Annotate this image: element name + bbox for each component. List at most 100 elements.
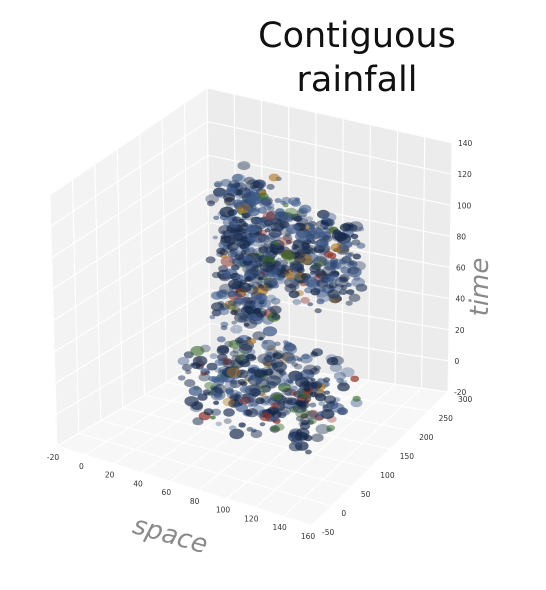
z-axis-ticks: -20 0 20 40 60 80 100 120 140 bbox=[454, 139, 473, 397]
scatter-point bbox=[305, 410, 318, 420]
scatter-point bbox=[321, 219, 329, 225]
scatter-point bbox=[211, 291, 223, 300]
scatter-point bbox=[220, 325, 228, 331]
scatter-point bbox=[303, 276, 318, 287]
scatter-point bbox=[232, 233, 244, 242]
scatter-point bbox=[274, 198, 282, 204]
scatter-point bbox=[231, 320, 238, 325]
scatter-point bbox=[270, 279, 278, 284]
z-tick-label: 80 bbox=[457, 232, 467, 241]
scatter-point bbox=[288, 389, 298, 396]
scatter-point bbox=[270, 402, 280, 409]
scatter-point bbox=[300, 297, 310, 304]
scatter-point bbox=[307, 409, 319, 418]
scatter-point bbox=[294, 251, 305, 259]
scatter-point bbox=[251, 392, 259, 398]
scatter-point bbox=[258, 336, 264, 341]
scatter-point bbox=[188, 402, 195, 407]
scatter-point bbox=[247, 282, 254, 288]
scatter-point bbox=[214, 182, 222, 188]
scatter-point bbox=[219, 303, 230, 310]
scatter-point bbox=[260, 385, 272, 393]
scatter-point bbox=[285, 356, 297, 364]
scatter-point bbox=[225, 230, 232, 236]
scatter-point bbox=[303, 386, 311, 392]
scatter-point bbox=[284, 232, 292, 238]
scatter-point bbox=[249, 400, 259, 407]
scatter-point bbox=[282, 388, 293, 396]
scatter-point bbox=[279, 212, 293, 222]
scatter-point bbox=[227, 299, 237, 306]
scatter-point bbox=[239, 396, 252, 405]
scatter-point bbox=[252, 270, 266, 280]
scatter-point bbox=[260, 282, 274, 292]
scatter-point bbox=[322, 226, 329, 231]
scatter-point bbox=[274, 263, 282, 269]
scatter-point bbox=[294, 400, 304, 406]
scatter-point bbox=[228, 258, 237, 264]
scatter-point bbox=[355, 283, 368, 292]
scatter-point bbox=[275, 208, 285, 215]
z-tick-label: 140 bbox=[458, 139, 473, 148]
scatter-point bbox=[307, 417, 317, 425]
scatter-point bbox=[245, 188, 261, 199]
scatter-point bbox=[292, 403, 307, 414]
scatter-point bbox=[307, 419, 314, 425]
scatter-point bbox=[300, 369, 315, 380]
scatter-point bbox=[340, 367, 355, 378]
scatter-point bbox=[177, 357, 190, 366]
scatter-point bbox=[242, 200, 257, 211]
scatter-point bbox=[278, 235, 293, 246]
x-tick-label: -20 bbox=[47, 453, 59, 462]
scatter-point bbox=[300, 413, 309, 419]
grid-line-y bbox=[78, 432, 332, 507]
grid-line-y bbox=[144, 394, 390, 450]
scatter-point bbox=[292, 299, 302, 306]
grid-line-x bbox=[254, 383, 396, 508]
scatter-point bbox=[350, 375, 360, 382]
grid-line-z bbox=[56, 356, 211, 447]
scatter-point bbox=[242, 187, 254, 196]
scatter-point bbox=[253, 308, 261, 314]
scatter-point bbox=[345, 300, 353, 306]
scatter-point bbox=[247, 368, 256, 374]
scatter-point bbox=[243, 293, 250, 298]
scatter-point bbox=[318, 401, 326, 406]
grid-line-z bbox=[49, 87, 208, 196]
scatter-point bbox=[204, 370, 211, 375]
scatter-point bbox=[299, 422, 311, 430]
scatter-point bbox=[229, 393, 241, 402]
scatter-point bbox=[227, 183, 235, 189]
scatter-point bbox=[290, 199, 302, 207]
scatter-point bbox=[272, 361, 287, 373]
scatter-point bbox=[338, 244, 349, 252]
scatter-point bbox=[177, 375, 186, 381]
scatter-point bbox=[210, 389, 226, 401]
scatter-point bbox=[267, 381, 278, 389]
scatter-point bbox=[213, 400, 220, 405]
scatter-point bbox=[247, 387, 261, 398]
scatter-point bbox=[270, 221, 285, 232]
scatter-point bbox=[257, 412, 264, 418]
x-tick-label: 140 bbox=[273, 523, 288, 532]
scatter-point bbox=[281, 196, 292, 205]
scatter-point bbox=[311, 348, 323, 357]
scatter-point bbox=[229, 221, 239, 228]
scatter-point bbox=[294, 255, 306, 264]
scatter-point bbox=[310, 351, 318, 357]
scatter-point bbox=[282, 203, 289, 208]
scatter-point bbox=[198, 373, 211, 382]
scatter-point bbox=[268, 173, 280, 182]
scatter-point bbox=[318, 231, 332, 241]
scatter-point bbox=[188, 386, 203, 396]
scatter-point bbox=[266, 351, 273, 356]
scatter-point bbox=[276, 368, 285, 374]
grid-line-z bbox=[209, 289, 450, 331]
scatter-point bbox=[229, 428, 244, 440]
scatter-point bbox=[282, 397, 293, 405]
scatter-point bbox=[232, 173, 243, 182]
scatter-point bbox=[285, 240, 292, 244]
scatter-point bbox=[332, 229, 341, 235]
scatter-point bbox=[303, 434, 313, 442]
scatter-point bbox=[346, 282, 352, 287]
